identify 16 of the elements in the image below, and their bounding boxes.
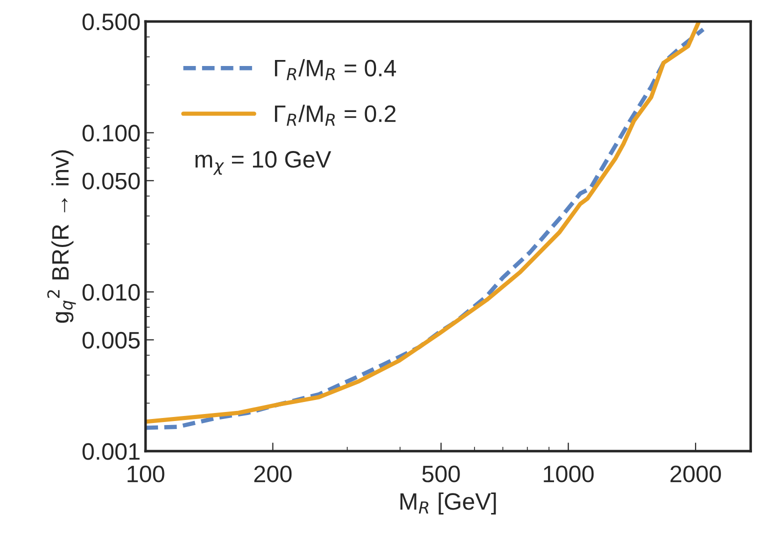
y-tick-label: 0.050 <box>82 172 140 190</box>
x-tick-label: 100 <box>128 466 164 482</box>
x-tick-label: 500 <box>422 466 460 482</box>
y-tick-label: 0.001 <box>82 443 140 460</box>
legend-label: Γ$_{R}$/M$_{R}$ = 0.2 <box>274 104 396 126</box>
x-tick-label: 2000 <box>670 466 721 482</box>
x-axis-title: M$_{R}$ [GeV] <box>400 492 496 515</box>
y-tick-label: 0.500 <box>82 14 140 30</box>
y-tick-label: 0.100 <box>82 124 140 142</box>
y-tick-label: 0.005 <box>82 332 140 349</box>
y-tick-label: 0.010 <box>82 284 140 301</box>
legend-label: Γ$_{R}$/M$_{R}$ = 0.4 <box>274 59 396 80</box>
annotation: m$_{χ}$ = 10 GeV <box>196 151 332 175</box>
x-tick-label: 200 <box>254 466 292 482</box>
x-tick-label: 1000 <box>544 466 594 482</box>
y-axis-title: g$_{q}$$^{2}$ BR(R → inv) <box>47 150 76 323</box>
